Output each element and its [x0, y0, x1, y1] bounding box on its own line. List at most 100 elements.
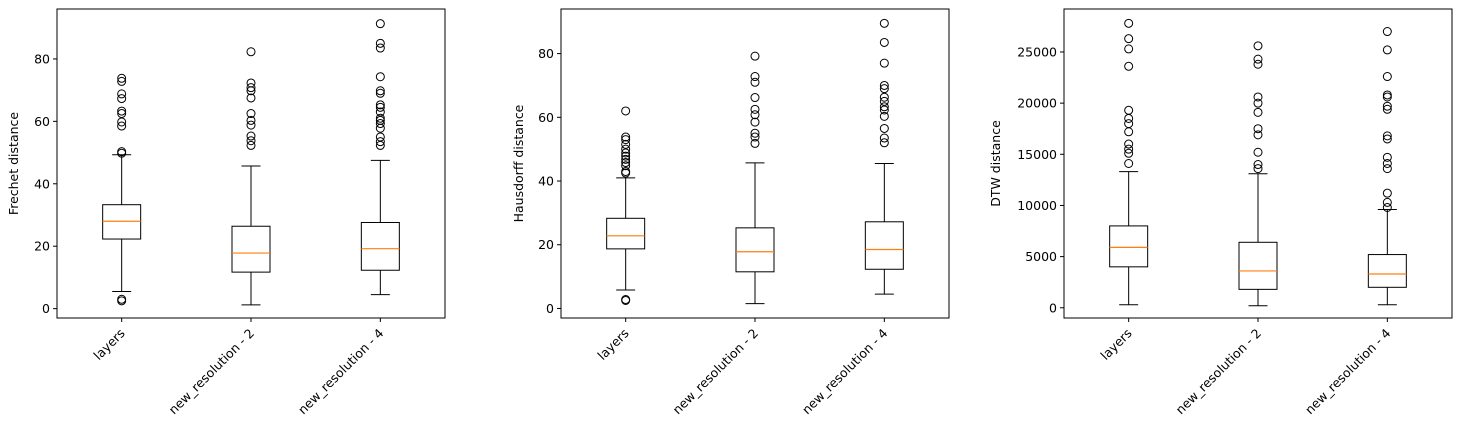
outlier-point: [621, 158, 631, 168]
outlier-point: [1124, 159, 1134, 168]
y-tick-label: 40: [538, 174, 554, 189]
outlier-point: [1124, 119, 1134, 129]
outlier-point: [1382, 202, 1392, 212]
outlier-point: [1253, 92, 1263, 102]
outlier-point: [750, 138, 760, 148]
outlier-point: [879, 92, 889, 102]
outlier-point: [1253, 54, 1263, 64]
outlier-point: [879, 58, 889, 68]
outlier-point: [621, 161, 631, 171]
iqr-box: [864, 221, 904, 270]
box-new-resolution-2: [1238, 41, 1278, 307]
outlier-point: [117, 94, 127, 104]
outlier-point: [1124, 105, 1134, 115]
y-tick-label: 60: [538, 110, 554, 125]
y-tick-label: 0: [546, 301, 554, 316]
box-new-resolution-2: [231, 47, 271, 306]
outlier-point: [750, 72, 760, 82]
y-tick-label: 25000: [1017, 44, 1057, 59]
box-new-resolution-2: [735, 51, 775, 305]
outlier-point: [1382, 164, 1392, 174]
outlier-point: [246, 109, 256, 119]
outlier-point: [246, 83, 256, 93]
y-tick-label: 20000: [1017, 96, 1057, 111]
outlier-point: [375, 132, 385, 142]
outlier-point: [117, 294, 127, 304]
outlier-point: [375, 100, 385, 110]
outlier-point: [375, 107, 385, 117]
y-tick-label: 80: [34, 51, 50, 66]
outlier-point: [750, 77, 760, 87]
y-tick-label: 5000: [1025, 249, 1057, 264]
outlier-point: [1253, 130, 1263, 140]
outlier-point: [246, 131, 256, 141]
outlier-point: [621, 166, 631, 176]
iqr-box: [231, 225, 271, 273]
y-tick-label: 80: [538, 46, 554, 61]
outlier-point: [1382, 72, 1392, 82]
y-tick-label: 15000: [1017, 147, 1057, 162]
iqr-box: [360, 221, 400, 271]
outlier-point: [1382, 131, 1392, 141]
iqr-box: [606, 217, 646, 250]
outlier-point: [375, 113, 385, 123]
outlier-point: [1253, 59, 1263, 69]
outlier-point: [246, 78, 256, 88]
outlier-point: [750, 93, 760, 103]
outlier-point: [879, 84, 889, 94]
y-axis-label: DTW distance: [988, 120, 1003, 207]
outlier-point: [879, 111, 889, 121]
iqr-box: [1109, 225, 1149, 268]
y-tick-label: 20: [538, 237, 554, 252]
outlier-point: [375, 43, 385, 53]
box-layers: [606, 106, 646, 305]
outlier-point: [375, 72, 385, 82]
outlier-point: [246, 136, 256, 146]
outlier-point: [879, 133, 889, 143]
outlier-point: [621, 106, 631, 116]
outlier-point: [1382, 27, 1392, 37]
y-tick-label: 0: [42, 301, 50, 316]
outlier-point: [1382, 159, 1392, 168]
outlier-point: [117, 147, 127, 157]
outlier-point: [1124, 61, 1134, 71]
y-axis-label: Hausdorff distance: [511, 104, 526, 222]
outlier-point: [750, 51, 760, 61]
outlier-point: [879, 96, 889, 106]
box-new-resolution-4: [864, 18, 904, 295]
outlier-point: [1253, 107, 1263, 117]
iqr-box: [735, 227, 775, 273]
outlier-point: [750, 110, 760, 120]
y-tick-label: 60: [34, 114, 50, 129]
outlier-point: [1382, 197, 1392, 207]
box-layers: [102, 73, 142, 306]
outlier-point: [246, 47, 256, 57]
outlier-point: [117, 106, 127, 116]
outlier-point: [1382, 45, 1392, 55]
outlier-point: [375, 88, 385, 98]
outlier-point: [879, 18, 889, 28]
outlier-point: [879, 105, 889, 115]
outlier-point: [1382, 152, 1392, 162]
box-new-resolution-4: [1367, 27, 1407, 306]
outlier-point: [1253, 98, 1263, 108]
outlier-point: [621, 139, 631, 149]
outlier-point: [879, 138, 889, 148]
iqr-box: [102, 204, 142, 240]
outlier-point: [375, 137, 385, 147]
outlier-point: [1253, 164, 1263, 174]
iqr-box: [1367, 254, 1407, 288]
outlier-point: [246, 93, 256, 103]
outlier-point: [1124, 148, 1134, 158]
outlier-point: [1382, 104, 1392, 114]
outlier-point: [621, 154, 631, 164]
outlier-point: [750, 128, 760, 138]
outlier-point: [117, 89, 127, 99]
outlier-point: [1124, 34, 1134, 44]
outlier-point: [375, 119, 385, 129]
outlier-point: [621, 132, 631, 142]
outlier-point: [1382, 101, 1392, 111]
outlier-point: [117, 73, 127, 83]
